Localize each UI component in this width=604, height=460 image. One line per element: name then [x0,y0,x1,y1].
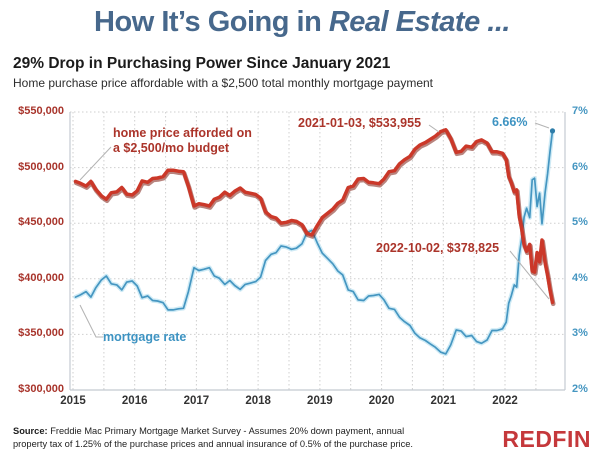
left-axis-tick: $550,000 [18,105,64,117]
chart-subheading: Home purchase price affordable with a $2… [13,76,434,90]
source-text: Freddie Mac Primary Mortgage Market Surv… [13,426,414,450]
right-axis-tick: 2% [572,383,588,395]
x-axis-tick: 2019 [307,395,333,407]
x-axis-tick: 2018 [245,395,271,407]
left-axis-tick: $300,000 [18,383,64,395]
annotation-price-series-label-line1: home price afforded on [113,126,252,140]
annotation-price-series-label: home price afforded on a $2,500/mo budge… [113,126,252,156]
page-title-italic: Real Estate ... [328,6,511,38]
x-axis-tick: 2021 [430,395,457,407]
annotation-last-price-value: 2022-10-02, $378,825 [376,241,500,255]
annotation-peak-value: 2021-01-03, $533,955 [298,116,422,130]
x-axis-tick: 2017 [183,395,210,407]
page-title-regular: How It’s Going in [94,6,329,38]
source-note: Source: Freddie Mac Primary Mortgage Mar… [13,425,417,451]
x-axis-tick: 2016 [121,395,148,407]
page-title: How It’s Going in Real Estate ... [0,6,604,39]
chart-heading: 29% Drop in Purchasing Power Since Janua… [13,55,391,72]
annotation-rate-series-label: mortgage rate [103,330,187,344]
x-axis-tick: 2015 [60,395,86,407]
annotation-last-rate-value: 6.66% [492,115,528,129]
annotation-price-series-label-line2: a $2,500/mo budget [113,141,230,155]
left-axis-tick: $400,000 [18,271,64,284]
right-axis-tick: 6% [572,160,588,173]
right-axis-tick: 3% [572,327,588,340]
left-axis-tick: $450,000 [18,216,64,229]
left-axis-tick: $350,000 [18,327,64,340]
left-axis-tick: $500,000 [18,160,64,173]
x-axis-tick: 2022 [492,395,518,407]
right-axis-tick: 4% [572,271,588,284]
source-label: Source: [13,426,48,436]
x-axis-tick: 2020 [368,395,395,407]
right-axis-tick: 5% [572,216,588,229]
right-axis-tick: 7% [572,105,588,117]
redfin-logo: REDFIN [502,426,591,452]
